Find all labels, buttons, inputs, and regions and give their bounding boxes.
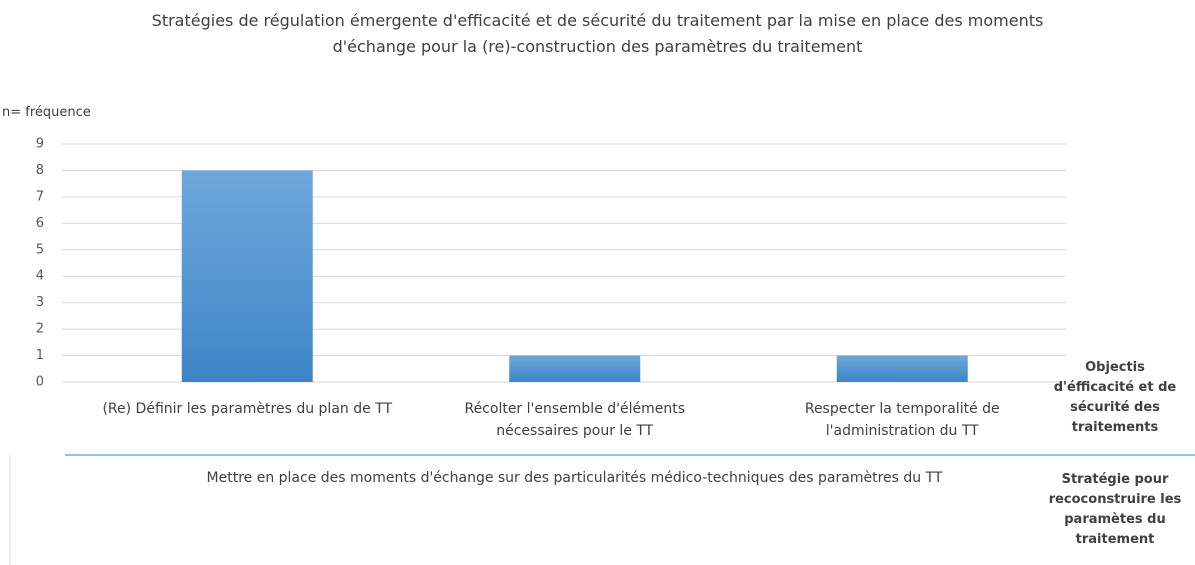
y-axis-label: n= fréquence xyxy=(2,105,91,120)
bar xyxy=(509,355,641,382)
chart-title: Stratégies de régulation émergente d'eff… xyxy=(151,11,1044,56)
level-label: Stratégie pour recoconstruire les paramè… xyxy=(1048,472,1182,547)
level-label: Objectis d'éfficacité et de sécurité des… xyxy=(1053,360,1177,435)
y-tick-label: 9 xyxy=(36,137,44,152)
y-tick-label: 4 xyxy=(36,269,44,284)
bar xyxy=(836,355,968,382)
y-tick-label: 5 xyxy=(36,242,44,257)
x-tick-label: (Re) Définir les paramètres du plan de T… xyxy=(102,401,393,417)
y-tick-label: 7 xyxy=(36,189,44,204)
y-tick-label: 8 xyxy=(36,163,44,178)
y-tick-label: 2 xyxy=(36,322,44,337)
y-tick-label: 0 xyxy=(36,375,44,390)
x-tick-label: Récolter l'ensemble d'éléments nécessair… xyxy=(464,401,686,439)
group-label: Mettre en place des moments d'échange su… xyxy=(206,470,943,486)
y-tick-label: 3 xyxy=(36,295,44,310)
y-tick-label: 6 xyxy=(36,216,44,231)
x-tick-label: Respecter la temporalité de l'administra… xyxy=(804,401,1000,439)
y-tick-label: 1 xyxy=(36,348,44,363)
bar xyxy=(181,170,313,382)
